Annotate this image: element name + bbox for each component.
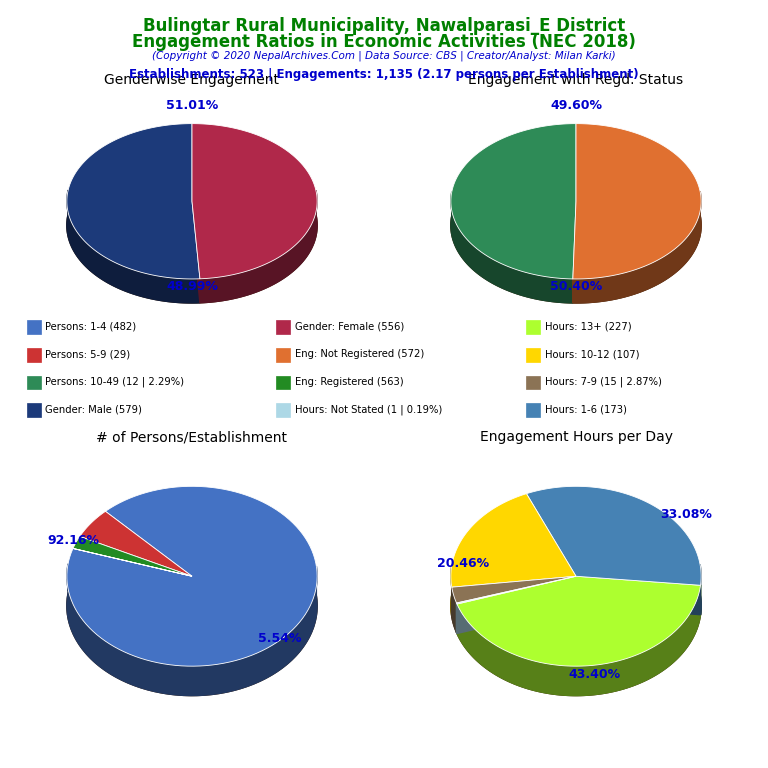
Text: Gender: Male (579): Gender: Male (579) (45, 404, 142, 415)
Polygon shape (576, 576, 700, 614)
Polygon shape (452, 576, 576, 617)
Polygon shape (451, 147, 701, 303)
Title: # of Persons/Establishment: # of Persons/Establishment (97, 430, 287, 444)
Polygon shape (73, 548, 192, 576)
Polygon shape (457, 576, 576, 634)
Text: 20.46%: 20.46% (437, 557, 489, 570)
Polygon shape (457, 585, 700, 696)
Polygon shape (80, 511, 192, 576)
Polygon shape (67, 124, 200, 279)
Text: 51.01%: 51.01% (166, 99, 218, 112)
Text: Hours: 13+ (227): Hours: 13+ (227) (545, 321, 631, 332)
Polygon shape (451, 516, 701, 696)
Text: Hours: 1-6 (173): Hours: 1-6 (173) (545, 404, 627, 415)
Polygon shape (192, 124, 317, 279)
Text: Persons: 10-49 (12 | 2.29%): Persons: 10-49 (12 | 2.29%) (45, 376, 184, 387)
Polygon shape (456, 576, 576, 632)
Polygon shape (452, 588, 456, 632)
Polygon shape (457, 576, 700, 666)
Polygon shape (451, 494, 576, 588)
Text: 33.08%: 33.08% (660, 508, 712, 521)
Polygon shape (573, 124, 701, 279)
Polygon shape (700, 564, 701, 614)
Polygon shape (67, 147, 317, 303)
Polygon shape (573, 191, 701, 303)
Title: Engagement with Regd. Status: Engagement with Regd. Status (468, 73, 684, 87)
Title: Genderwise Engagement: Genderwise Engagement (104, 73, 280, 87)
Text: Hours: 10-12 (107): Hours: 10-12 (107) (545, 349, 639, 359)
Polygon shape (67, 516, 317, 696)
Polygon shape (456, 576, 576, 604)
Text: Persons: 5-9 (29): Persons: 5-9 (29) (45, 349, 131, 359)
Polygon shape (452, 576, 576, 603)
Text: Persons: 1-4 (482): Persons: 1-4 (482) (45, 321, 137, 332)
Polygon shape (573, 201, 576, 303)
Polygon shape (456, 576, 576, 632)
Text: Bulingtar Rural Municipality, Nawalparasi_E District: Bulingtar Rural Municipality, Nawalparas… (143, 17, 625, 35)
Polygon shape (457, 576, 576, 634)
Polygon shape (452, 576, 576, 617)
Text: Eng: Not Registered (572): Eng: Not Registered (572) (295, 349, 424, 359)
Polygon shape (192, 201, 200, 303)
Polygon shape (67, 564, 317, 696)
Text: Eng: Registered (563): Eng: Registered (563) (295, 376, 403, 387)
Text: (Copyright © 2020 NepalArchives.Com | Data Source: CBS | Creator/Analyst: Milan : (Copyright © 2020 NepalArchives.Com | Da… (152, 51, 616, 61)
Polygon shape (576, 576, 700, 614)
Polygon shape (192, 201, 200, 303)
Polygon shape (526, 486, 701, 585)
Text: 49.60%: 49.60% (550, 99, 602, 112)
Polygon shape (451, 124, 576, 279)
Text: Establishments: 523 | Engagements: 1,135 (2.17 persons per Establishment): Establishments: 523 | Engagements: 1,135… (129, 68, 639, 81)
Polygon shape (573, 201, 576, 303)
Text: Gender: Female (556): Gender: Female (556) (295, 321, 404, 332)
Text: 5.54%: 5.54% (258, 632, 301, 645)
Polygon shape (451, 564, 452, 617)
Polygon shape (67, 486, 317, 666)
Polygon shape (67, 190, 200, 303)
Text: 48.99%: 48.99% (166, 280, 218, 293)
Text: 92.16%: 92.16% (47, 534, 99, 547)
Text: Hours: 7-9 (15 | 2.87%): Hours: 7-9 (15 | 2.87%) (545, 376, 661, 387)
Polygon shape (200, 190, 317, 303)
Title: Engagement Hours per Day: Engagement Hours per Day (479, 430, 673, 444)
Text: Hours: Not Stated (1 | 0.19%): Hours: Not Stated (1 | 0.19%) (295, 404, 442, 415)
Text: 50.40%: 50.40% (550, 280, 602, 293)
Text: Engagement Ratios in Economic Activities (NEC 2018): Engagement Ratios in Economic Activities… (132, 33, 636, 51)
Polygon shape (73, 536, 192, 576)
Text: 43.40%: 43.40% (569, 668, 621, 681)
Polygon shape (451, 192, 573, 303)
